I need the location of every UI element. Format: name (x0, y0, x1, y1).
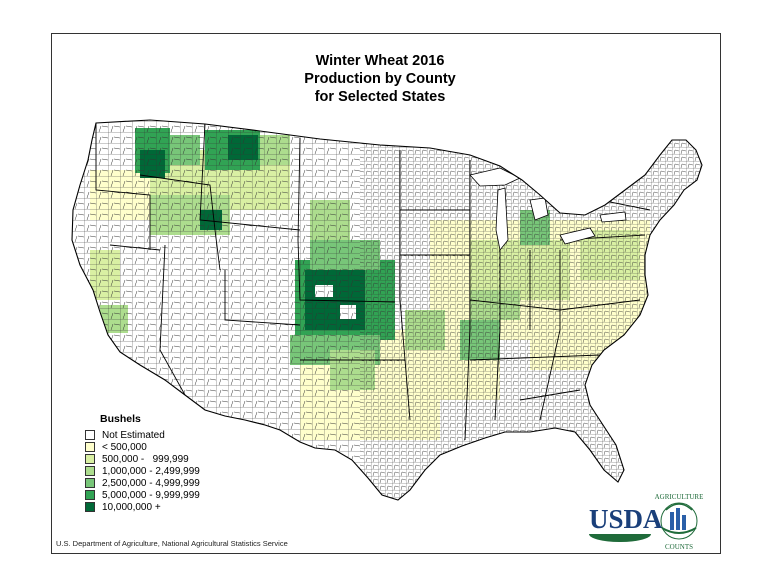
title-line-3: for Selected States (314, 89, 446, 105)
legend-label: 1,000,000 - 2,499,999 (102, 465, 200, 477)
map-title: Winter Wheat 2016 Production by County f… (0, 52, 760, 106)
legend-item: 10,000,000 + (85, 501, 200, 513)
legend-swatch (85, 442, 95, 452)
legend-swatch (85, 466, 95, 476)
ag-logo-top-text: AGRICULTURE (655, 493, 704, 501)
legend-label: 2,500,000 - 4,999,999 (102, 477, 200, 489)
legend-swatch (85, 454, 95, 464)
legend-label: Not Estimated (102, 429, 165, 441)
legend-swatch (85, 502, 95, 512)
legend-label: 500,000 - 999,999 (102, 453, 189, 465)
legend-item: < 500,000 (85, 441, 200, 453)
legend-item: Not Estimated (85, 429, 200, 441)
usda-logo-swoosh (589, 534, 651, 542)
title-line-2: Production by County (304, 71, 456, 87)
legend: Bushels Not Estimated < 500,000 500,000 … (85, 413, 200, 513)
ag-logo-bottom-text: COUNTS (665, 543, 693, 551)
legend-item: 500,000 - 999,999 (85, 453, 200, 465)
legend-item: 5,000,000 - 9,999,999 (85, 489, 200, 501)
footer-credit: U.S. Department of Agriculture, National… (56, 539, 288, 548)
agriculture-counts-logo: AGRICULTURE COUNTS (655, 493, 704, 551)
legend-label: 10,000,000 + (102, 501, 161, 513)
title-line-1: Winter Wheat 2016 (315, 53, 445, 69)
usda-logo: USDA (589, 505, 663, 542)
legend-item: 1,000,000 - 2,499,999 (85, 465, 200, 477)
legend-label: 5,000,000 - 9,999,999 (102, 489, 200, 501)
legend-swatch (85, 430, 95, 440)
great-lakes (469, 167, 627, 251)
legend-label: < 500,000 (102, 441, 147, 453)
usda-logo-text: USDA (589, 504, 663, 534)
legend-item: 2,500,000 - 4,999,999 (85, 477, 200, 489)
legend-swatch (85, 478, 95, 488)
state-borders (95, 123, 651, 441)
legend-swatch (85, 490, 95, 500)
us-outline (71, 119, 703, 501)
legend-title: Bushels (100, 413, 141, 425)
